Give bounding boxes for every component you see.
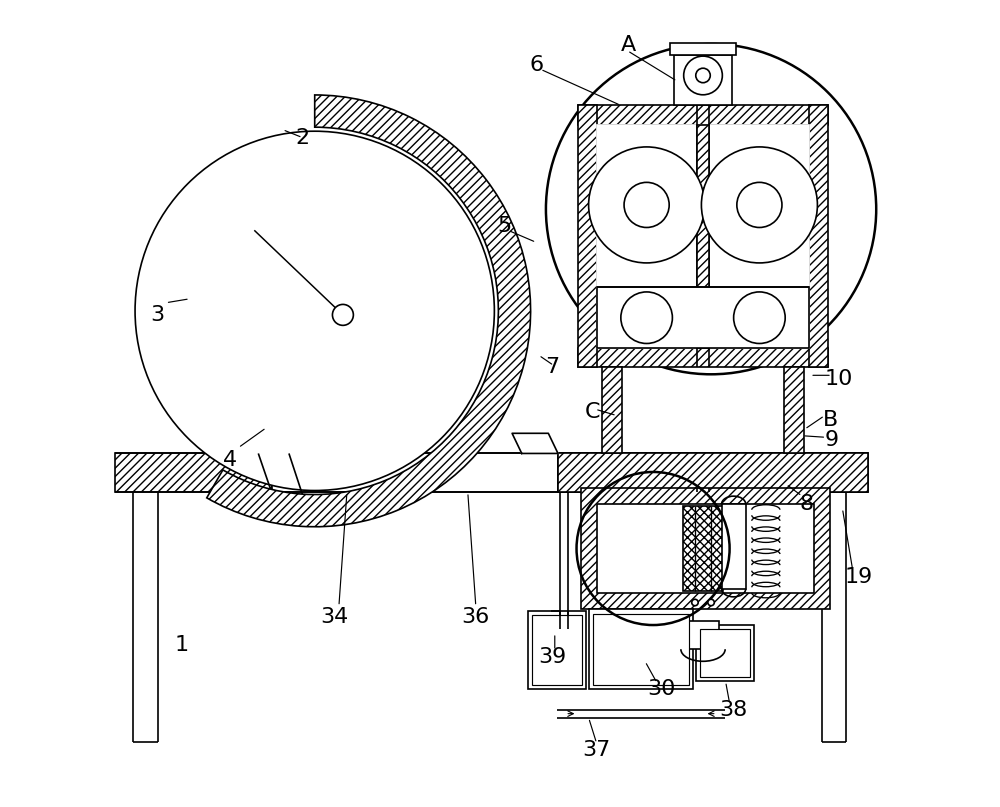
Text: 8: 8 (799, 494, 813, 514)
Text: 6: 6 (529, 55, 543, 75)
Circle shape (624, 182, 669, 228)
Circle shape (332, 304, 353, 325)
Bar (578, 106, 828, 125)
Bar (578, 106, 597, 367)
Circle shape (135, 132, 494, 491)
Bar (784, 367, 804, 454)
Bar (115, 454, 272, 492)
Text: 3: 3 (151, 305, 165, 325)
Text: 36: 36 (462, 607, 490, 627)
Wedge shape (207, 95, 531, 527)
Bar (532, 615, 582, 685)
Bar (674, 56, 732, 106)
Text: 1: 1 (175, 635, 189, 655)
Bar (697, 125, 709, 348)
Text: 2: 2 (296, 128, 310, 148)
Text: 37: 37 (583, 740, 611, 760)
Bar (809, 106, 828, 367)
Circle shape (737, 182, 782, 228)
Text: A: A (621, 35, 637, 55)
Bar (581, 488, 830, 609)
Text: C: C (585, 402, 600, 421)
Bar (578, 348, 828, 367)
Bar (597, 504, 814, 593)
Bar (272, 454, 558, 492)
Circle shape (734, 292, 785, 344)
Text: 30: 30 (647, 679, 675, 700)
Circle shape (708, 600, 714, 606)
Text: B: B (823, 410, 838, 429)
Text: 9: 9 (825, 430, 839, 449)
Bar (700, 629, 750, 677)
Polygon shape (512, 433, 558, 454)
Circle shape (589, 147, 705, 263)
Bar (589, 609, 693, 689)
Text: 38: 38 (720, 700, 748, 720)
Bar (602, 367, 622, 454)
Text: 19: 19 (844, 567, 873, 587)
Bar (722, 504, 746, 589)
Circle shape (684, 56, 722, 94)
Circle shape (696, 69, 710, 82)
Bar (597, 287, 809, 348)
Bar (558, 454, 868, 492)
Text: 39: 39 (538, 647, 566, 667)
Bar (558, 454, 868, 492)
Text: 10: 10 (824, 370, 853, 389)
Bar (687, 621, 719, 649)
Circle shape (692, 600, 698, 606)
Text: 7: 7 (545, 358, 559, 377)
Text: 34: 34 (321, 607, 349, 627)
Circle shape (621, 292, 672, 344)
Text: 5: 5 (497, 216, 511, 236)
Bar (528, 611, 586, 689)
Bar (593, 614, 689, 684)
Bar (696, 625, 754, 681)
Text: 4: 4 (223, 449, 237, 470)
Circle shape (701, 147, 817, 263)
Bar (683, 506, 723, 592)
Bar (597, 125, 809, 348)
Bar (670, 44, 736, 56)
